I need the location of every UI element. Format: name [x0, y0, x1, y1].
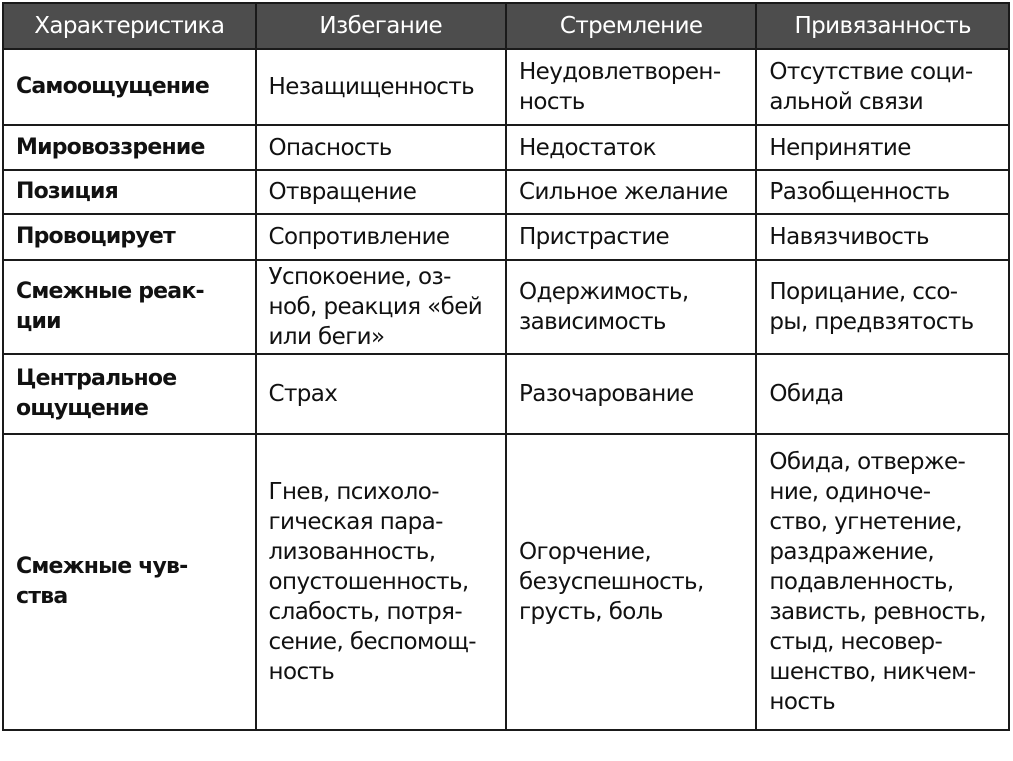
- header-cell-striving: Стремление: [504, 2, 758, 50]
- cell-text: Непринятие: [769, 134, 911, 161]
- table-cell: Порицание, ссо-ры, предвзятость: [755, 259, 1010, 355]
- table-row: Смежные чув-ства Гнев, психоло-гическая …: [2, 433, 1010, 731]
- cell-text: Разочарование: [518, 381, 694, 407]
- table-cell: Сильное желание: [504, 169, 758, 215]
- cell-text: Отвращение: [268, 179, 417, 205]
- table-cell: Обида: [755, 353, 1010, 435]
- cell-text: Порицание, ссо-ры, предвзятость: [769, 279, 974, 335]
- table-cell: Страх: [254, 353, 507, 435]
- table-cell: Отвращение: [254, 169, 507, 215]
- table-cell: Недостаток: [504, 124, 758, 171]
- cell-text: Неудовлетворен-ность: [518, 59, 721, 115]
- cell-text: Обида, отверже-ние, одиноче-ство, угнете…: [769, 449, 986, 715]
- table-cell: Успокоение, оз-ноб, реакция «бей или беги…: [254, 259, 507, 355]
- table-cell: Отсутствие соци-альной связи: [755, 48, 1010, 126]
- cell-text: Страх: [268, 381, 338, 407]
- cell-text: Обида: [769, 381, 844, 407]
- table-cell: Пристрастие: [504, 213, 758, 261]
- row-label: Позиция: [2, 169, 257, 215]
- table-cell: Сопротивление: [254, 213, 507, 261]
- table-cell: Обида, отверже-ние, одиноче-ство, угнете…: [755, 433, 1010, 731]
- table-row: Центральное ощущение Страх Разочарование …: [2, 353, 1010, 435]
- cell-text: Огорчение, безуспешность, грусть, боль: [518, 539, 704, 625]
- row-label-text: Провоцирует: [16, 224, 176, 249]
- table-header: Характеристика Избегание Стремление Прив…: [2, 2, 1010, 50]
- cell-text: Успокоение, оз-ноб, реакция «бей или беги…: [268, 264, 483, 350]
- row-label-text: Самоощущение: [16, 74, 210, 99]
- row-label-text: Мировоззрение: [16, 134, 205, 160]
- table-cell: Огорчение, безуспешность, грусть, боль: [504, 433, 758, 731]
- row-label-text: Смежные реак-ции: [16, 279, 205, 334]
- header-cell-attachment: Привязанность: [755, 2, 1010, 50]
- cell-text: Незащищенность: [268, 74, 475, 100]
- table-row: Смежные реак-ции Успокоение, оз-ноб, реа…: [2, 259, 1010, 355]
- cell-text: Сильное желание: [518, 179, 728, 205]
- cell-text: Недостаток: [518, 134, 657, 161]
- row-label-text: Позиция: [16, 179, 119, 204]
- table-row: Самоощущение Незащищенность Неудовлетвор…: [2, 48, 1010, 126]
- row-label: Провоцирует: [2, 213, 257, 261]
- table-body: Самоощущение Незащищенность Неудовлетвор…: [2, 48, 1010, 731]
- cell-text: Опасность: [268, 134, 393, 161]
- table-cell: Незащищенность: [254, 48, 507, 126]
- cell-text: Сопротивление: [268, 224, 451, 250]
- header-cell-avoidance: Избегание: [254, 2, 507, 50]
- table-cell: Опасность: [254, 124, 507, 171]
- emotions-comparison-table: Характеристика Избегание Стремление Прив…: [2, 2, 1010, 731]
- row-label: Центральное ощущение: [2, 353, 257, 435]
- cell-text: Отсутствие соци-альной связи: [769, 59, 973, 115]
- cell-text: Разобщенность: [769, 179, 950, 205]
- row-label: Смежные чув-ства: [2, 433, 257, 731]
- table-cell: Разочарование: [504, 353, 758, 435]
- table-cell: Непринятие: [755, 124, 1010, 171]
- table-cell: Одержимость, зависимость: [504, 259, 758, 355]
- cell-text: Пристрастие: [518, 224, 670, 250]
- row-label: Самоощущение: [2, 48, 257, 126]
- cell-text: Одержимость, зависимость: [518, 279, 689, 335]
- row-label: Смежные реак-ции: [2, 259, 257, 355]
- row-label-text: Центральное ощущение: [16, 366, 177, 421]
- row-label-text: Смежные чув-ства: [16, 554, 188, 609]
- table-row: Провоцирует Сопротивление Пристрастие На…: [2, 213, 1010, 261]
- table-row: Позиция Отвращение Сильное желание Разоб…: [2, 169, 1010, 215]
- table-cell: Навязчивость: [755, 213, 1010, 261]
- header-cell-characteristic: Характеристика: [2, 2, 257, 50]
- table-cell: Неудовлетворен-ность: [504, 48, 758, 126]
- row-label: Мировоззрение: [2, 124, 257, 171]
- table-cell: Разобщенность: [755, 169, 1010, 215]
- cell-text: Гнев, психоло-гическая пара-лизованность…: [268, 479, 477, 685]
- cell-text: Навязчивость: [769, 224, 929, 250]
- header-row: Характеристика Избегание Стремление Прив…: [2, 2, 1010, 50]
- table-row: Мировоззрение Опасность Недостаток Непри…: [2, 124, 1010, 171]
- table-cell: Гнев, психоло-гическая пара-лизованность…: [254, 433, 507, 731]
